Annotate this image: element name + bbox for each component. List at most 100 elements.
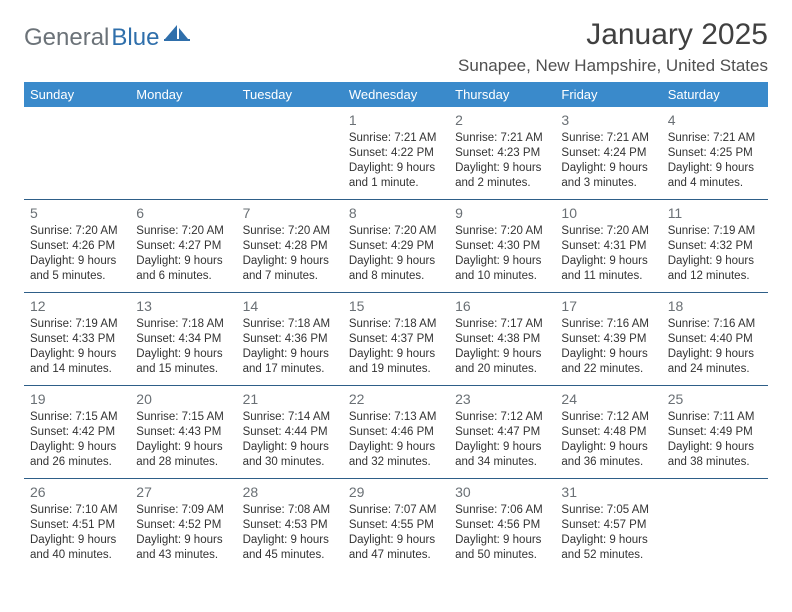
sunset-line: Sunset: 4:46 PM	[349, 425, 443, 440]
sunrise-line: Sunrise: 7:07 AM	[349, 503, 443, 518]
daylight-line: Daylight: 9 hours and 26 minutes.	[30, 440, 124, 470]
sunset-line: Sunset: 4:34 PM	[136, 332, 230, 347]
calendar-empty-cell	[237, 107, 343, 199]
day-number: 9	[455, 204, 549, 222]
daylight-line: Daylight: 9 hours and 7 minutes.	[243, 254, 337, 284]
daylight-line: Daylight: 9 hours and 10 minutes.	[455, 254, 549, 284]
sunrise-line: Sunrise: 7:21 AM	[561, 131, 655, 146]
calendar-empty-cell	[662, 478, 768, 570]
title-block: January 2025 Sunapee, New Hampshire, Uni…	[458, 18, 768, 76]
daylight-line: Daylight: 9 hours and 14 minutes.	[30, 347, 124, 377]
sunrise-line: Sunrise: 7:19 AM	[30, 317, 124, 332]
calendar-day-cell: 13Sunrise: 7:18 AMSunset: 4:34 PMDayligh…	[130, 292, 236, 385]
calendar-day-cell: 21Sunrise: 7:14 AMSunset: 4:44 PMDayligh…	[237, 385, 343, 478]
calendar-day-cell: 19Sunrise: 7:15 AMSunset: 4:42 PMDayligh…	[24, 385, 130, 478]
sunset-line: Sunset: 4:49 PM	[668, 425, 762, 440]
sunset-line: Sunset: 4:26 PM	[30, 239, 124, 254]
sunset-line: Sunset: 4:39 PM	[561, 332, 655, 347]
calendar-table: SundayMondayTuesdayWednesdayThursdayFrid…	[24, 82, 768, 571]
calendar-body: 1Sunrise: 7:21 AMSunset: 4:22 PMDaylight…	[24, 107, 768, 571]
calendar-day-cell: 24Sunrise: 7:12 AMSunset: 4:48 PMDayligh…	[555, 385, 661, 478]
calendar-empty-cell	[24, 107, 130, 199]
daylight-line: Daylight: 9 hours and 43 minutes.	[136, 533, 230, 563]
calendar-day-cell: 26Sunrise: 7:10 AMSunset: 4:51 PMDayligh…	[24, 478, 130, 570]
daylight-line: Daylight: 9 hours and 2 minutes.	[455, 161, 549, 191]
calendar-day-cell: 11Sunrise: 7:19 AMSunset: 4:32 PMDayligh…	[662, 199, 768, 292]
calendar-day-cell: 5 Sunrise: 7:20 AMSunset: 4:26 PMDaylight…	[24, 199, 130, 292]
day-number: 20	[136, 390, 230, 408]
daylight-line: Daylight: 9 hours and 8 minutes.	[349, 254, 443, 284]
calendar-day-cell: 7Sunrise: 7:20 AMSunset: 4:28 PMDaylight…	[237, 199, 343, 292]
sunrise-line: Sunrise: 7:08 AM	[243, 503, 337, 518]
calendar-day-cell: 4Sunrise: 7:21 AMSunset: 4:25 PMDaylight…	[662, 107, 768, 199]
day-number: 21	[243, 390, 337, 408]
daylight-line: Daylight: 9 hours and 47 minutes.	[349, 533, 443, 563]
sunset-line: Sunset: 4:40 PM	[668, 332, 762, 347]
sunset-line: Sunset: 4:42 PM	[30, 425, 124, 440]
daylight-line: Daylight: 9 hours and 12 minutes.	[668, 254, 762, 284]
calendar-day-cell: 2Sunrise: 7:21 AMSunset: 4:23 PMDaylight…	[449, 107, 555, 199]
day-number: 15	[349, 297, 443, 315]
sunrise-line: Sunrise: 7:21 AM	[349, 131, 443, 146]
day-number: 14	[243, 297, 337, 315]
weekday-header: Wednesday	[343, 82, 449, 107]
daylight-line: Daylight: 9 hours and 15 minutes.	[136, 347, 230, 377]
sunset-line: Sunset: 4:24 PM	[561, 146, 655, 161]
calendar-day-cell: 23Sunrise: 7:12 AMSunset: 4:47 PMDayligh…	[449, 385, 555, 478]
day-number: 25	[668, 390, 762, 408]
sunrise-line: Sunrise: 7:20 AM	[30, 224, 124, 239]
calendar-day-cell: 6Sunrise: 7:20 AMSunset: 4:27 PMDaylight…	[130, 199, 236, 292]
day-number: 3	[561, 111, 655, 129]
calendar-day-cell: 18Sunrise: 7:16 AMSunset: 4:40 PMDayligh…	[662, 292, 768, 385]
calendar-header-row: SundayMondayTuesdayWednesdayThursdayFrid…	[24, 82, 768, 107]
sunset-line: Sunset: 4:27 PM	[136, 239, 230, 254]
calendar-day-cell: 9 Sunrise: 7:20 AMSunset: 4:30 PMDaylight…	[449, 199, 555, 292]
daylight-line: Daylight: 9 hours and 32 minutes.	[349, 440, 443, 470]
calendar-day-cell: 10Sunrise: 7:20 AMSunset: 4:31 PMDayligh…	[555, 199, 661, 292]
daylight-line: Daylight: 9 hours and 11 minutes.	[561, 254, 655, 284]
sunrise-line: Sunrise: 7:21 AM	[668, 131, 762, 146]
sunset-line: Sunset: 4:52 PM	[136, 518, 230, 533]
sunset-line: Sunset: 4:30 PM	[455, 239, 549, 254]
daylight-line: Daylight: 9 hours and 52 minutes.	[561, 533, 655, 563]
sunrise-line: Sunrise: 7:21 AM	[455, 131, 549, 146]
sunset-line: Sunset: 4:31 PM	[561, 239, 655, 254]
sunrise-line: Sunrise: 7:18 AM	[349, 317, 443, 332]
logo: GeneralBlue	[24, 18, 190, 52]
weekday-header: Friday	[555, 82, 661, 107]
sunset-line: Sunset: 4:25 PM	[668, 146, 762, 161]
day-number: 31	[561, 483, 655, 501]
day-number: 27	[136, 483, 230, 501]
sunset-line: Sunset: 4:47 PM	[455, 425, 549, 440]
day-number: 26	[30, 483, 124, 501]
day-number: 23	[455, 390, 549, 408]
day-number: 28	[243, 483, 337, 501]
calendar-week-row: 5Sunrise: 7:20 AMSunset: 4:26 PMDaylight…	[24, 199, 768, 292]
sunrise-line: Sunrise: 7:16 AM	[668, 317, 762, 332]
sunset-line: Sunset: 4:36 PM	[243, 332, 337, 347]
weekday-header: Thursday	[449, 82, 555, 107]
daylight-line: Daylight: 9 hours and 5 minutes.	[30, 254, 124, 284]
sunrise-line: Sunrise: 7:20 AM	[136, 224, 230, 239]
daylight-line: Daylight: 9 hours and 30 minutes.	[243, 440, 337, 470]
day-number: 12	[30, 297, 124, 315]
daylight-line: Daylight: 9 hours and 6 minutes.	[136, 254, 230, 284]
sunrise-line: Sunrise: 7:09 AM	[136, 503, 230, 518]
sunrise-line: Sunrise: 7:20 AM	[455, 224, 549, 239]
daylight-line: Daylight: 9 hours and 22 minutes.	[561, 347, 655, 377]
sunrise-line: Sunrise: 7:12 AM	[561, 410, 655, 425]
sunset-line: Sunset: 4:43 PM	[136, 425, 230, 440]
sunset-line: Sunset: 4:57 PM	[561, 518, 655, 533]
calendar-page: GeneralBlue January 2025 Sunapee, New Ha…	[0, 0, 792, 591]
daylight-line: Daylight: 9 hours and 36 minutes.	[561, 440, 655, 470]
sunrise-line: Sunrise: 7:18 AM	[136, 317, 230, 332]
day-number: 5	[30, 204, 124, 222]
sunset-line: Sunset: 4:23 PM	[455, 146, 549, 161]
daylight-line: Daylight: 9 hours and 17 minutes.	[243, 347, 337, 377]
day-number: 19	[30, 390, 124, 408]
month-title: January 2025	[458, 18, 768, 52]
weekday-header: Saturday	[662, 82, 768, 107]
day-number: 24	[561, 390, 655, 408]
sunrise-line: Sunrise: 7:17 AM	[455, 317, 549, 332]
sunrise-line: Sunrise: 7:12 AM	[455, 410, 549, 425]
